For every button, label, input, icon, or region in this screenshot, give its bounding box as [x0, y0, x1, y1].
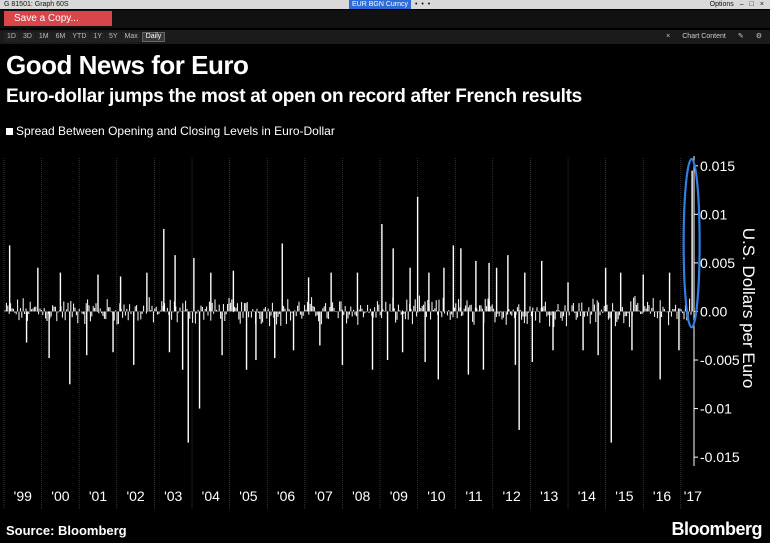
- x-tick-label: '00: [51, 488, 69, 504]
- x-tick-label: '16: [653, 488, 671, 504]
- range-tab-5y[interactable]: 5Y: [105, 32, 121, 42]
- window-title: G 81501: Graph 60S: [4, 1, 69, 8]
- range-tabs: 1D 3D 1M 6M YTD 1Y 5Y Max Daily: [4, 32, 166, 42]
- y-tick-label: 0.015: [700, 158, 735, 174]
- chart-noise: [4, 295, 692, 328]
- window-controls: Options – □ ×: [710, 0, 764, 9]
- x-tick-label: '13: [540, 488, 558, 504]
- chart-grid: [3, 158, 682, 510]
- toolbar-right: × Chart Content ✎ ⚙: [666, 32, 762, 42]
- y-axis-label-text: U.S. Dollars per Euro: [739, 227, 758, 389]
- y-tick-label: -0.01: [700, 401, 732, 417]
- x-tick-label: '15: [615, 488, 633, 504]
- chart-subtitle: Euro-dollar jumps the most at open on re…: [6, 86, 582, 107]
- range-tab-1y[interactable]: 1Y: [90, 32, 105, 42]
- edit-icon[interactable]: ✎: [737, 33, 744, 40]
- range-tab-6m[interactable]: 6M: [52, 32, 69, 42]
- minimize-icon[interactable]: –: [739, 1, 744, 8]
- range-tab-ytd[interactable]: YTD: [69, 32, 90, 42]
- range-tab-1d[interactable]: 1D: [4, 32, 19, 42]
- gear-icon[interactable]: ⚙: [755, 33, 762, 40]
- ticker-badge[interactable]: EUR BGN Curncy: [349, 0, 412, 9]
- frequency-select[interactable]: Daily: [141, 32, 166, 42]
- x-tick-label: '12: [503, 488, 521, 504]
- chart-bars: [8, 170, 693, 443]
- maximize-icon[interactable]: □: [749, 1, 754, 8]
- x-tick-label: '02: [126, 488, 144, 504]
- close-icon[interactable]: ×: [759, 1, 764, 8]
- save-copy-button[interactable]: Save a Copy...: [4, 11, 112, 26]
- y-tick-label: -0.005: [700, 352, 740, 368]
- save-bar: Save a Copy...: [0, 10, 770, 28]
- x-tick-label: '99: [14, 488, 32, 504]
- x-tick-label: '04: [202, 488, 220, 504]
- source-note: Source: Bloomberg: [6, 523, 127, 538]
- range-tab-1m[interactable]: 1M: [35, 32, 52, 42]
- x-tick-label: '07: [314, 488, 332, 504]
- y-tick-label: 0.01: [700, 206, 727, 222]
- y-tick-label: 0.00: [700, 303, 727, 319]
- options-menu[interactable]: Options: [709, 1, 734, 8]
- x-tick-label: '14: [578, 488, 596, 504]
- range-tab-max[interactable]: Max: [121, 32, 141, 42]
- x-tick-label: '06: [277, 488, 295, 504]
- chart-title: Good News for Euro: [6, 50, 249, 80]
- chart-legend: Spread Between Opening and Closing Level…: [6, 123, 335, 139]
- chart-content-button[interactable]: Chart Content: [682, 33, 726, 40]
- y-tick-label: 0.005: [700, 255, 735, 271]
- x-tick-label: '01: [89, 488, 107, 504]
- x-tick-label: '11: [465, 488, 482, 504]
- x-tick-label: '17: [684, 488, 702, 504]
- legend-swatch: [6, 127, 13, 135]
- brand-logo: Bloomberg: [671, 519, 762, 539]
- close-panel-icon[interactable]: ×: [666, 33, 671, 40]
- range-toolbar: 1D 3D 1M 6M YTD 1Y 5Y Max Daily × Chart …: [0, 30, 770, 44]
- highlight-ellipse: [682, 157, 701, 329]
- y-tick-label: -0.015: [700, 449, 740, 465]
- x-axis-labels: '99 '00 '01 '02 '03 '04 '05 '06 '07 '08 '09 '10 '11 '…: [14, 488, 702, 504]
- y-axis: 0.015 0.01 0.005 0.00 -0.005 -0.01 -0.015: [693, 156, 740, 466]
- more-icon[interactable]: • • •: [415, 1, 432, 8]
- y-axis-label: U.S. Dollars per Euro: [728, 198, 768, 418]
- x-tick-label: '09: [390, 488, 408, 504]
- x-tick-label: '05: [239, 488, 257, 504]
- window-title-bar: G 81501: Graph 60S EUR BGN Curncy • • • …: [0, 0, 770, 9]
- x-tick-label: '08: [352, 488, 370, 504]
- legend-label: Spread Between Opening and Closing Level…: [16, 124, 335, 138]
- ticker-area: EUR BGN Curncy • • •: [349, 0, 431, 9]
- x-tick-label: '03: [164, 488, 182, 504]
- range-tab-3d[interactable]: 3D: [19, 32, 35, 42]
- x-tick-label: '10: [427, 488, 445, 504]
- highlight-layer: [682, 157, 701, 329]
